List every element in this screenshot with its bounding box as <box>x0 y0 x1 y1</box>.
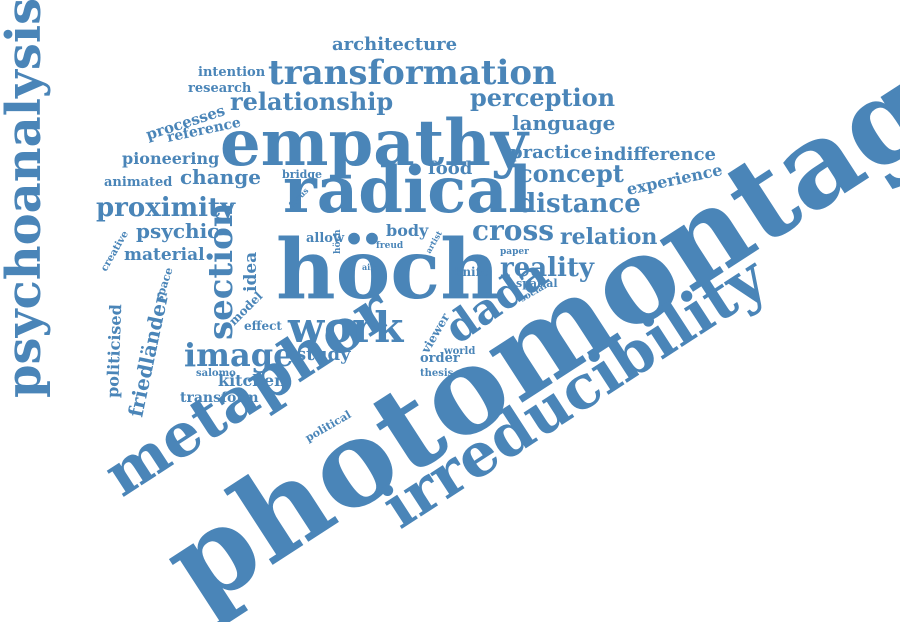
word-transform: transform <box>180 390 259 406</box>
word-concept: concept <box>518 159 624 188</box>
word-transformation: transformation <box>268 53 557 93</box>
word-perception: perception <box>470 83 615 112</box>
word-proximity: proximity <box>96 193 236 223</box>
word-study: study <box>296 344 351 365</box>
word-effect: effect <box>244 319 282 333</box>
word-allow: allow <box>306 231 345 246</box>
word-practice: practice <box>510 142 592 163</box>
word-hoch: höch <box>276 222 500 318</box>
word-relationship: relationship <box>230 87 393 116</box>
word-change: change <box>180 165 261 189</box>
word-salomo: salomo <box>196 368 236 379</box>
word-intention: intention <box>198 65 266 80</box>
word-paper: paper <box>500 247 529 257</box>
word-world: world <box>443 346 475 357</box>
word-thesis: thesis <box>420 368 454 379</box>
word-freud: freud <box>376 241 404 251</box>
word-indifference: indifference <box>594 144 716 165</box>
word-research: research <box>188 81 252 96</box>
word-material: material <box>124 245 205 265</box>
word-spatial: spatial <box>516 277 558 290</box>
word-idea: idea <box>241 252 261 292</box>
word-language: language <box>512 111 615 135</box>
word-knife: knife <box>454 265 489 279</box>
word-section: section <box>201 203 241 341</box>
word-empathy: empathy <box>220 106 530 181</box>
word-friedlander: friedländer <box>123 291 173 419</box>
word-bridge: bridge <box>282 168 322 181</box>
word-body: body <box>386 221 429 240</box>
word-politicised: politicised <box>103 304 125 398</box>
word-kitchen: kitchen <box>218 371 286 390</box>
word-animated: animated <box>104 175 172 190</box>
word-architecture: architecture <box>332 34 457 55</box>
word-psychic: psychic <box>136 219 219 243</box>
word-psychoanalysis: psychoanalysis <box>0 0 52 398</box>
word-pioneering: pioneering <box>122 149 219 168</box>
word-relation: relation <box>560 224 657 250</box>
word-image: image <box>184 336 293 374</box>
word-radical: radical <box>283 153 532 228</box>
word-reality: reality <box>500 253 595 283</box>
word-distance: distance <box>518 189 641 219</box>
word-hoch-small: höch <box>332 229 343 254</box>
word-cross: cross <box>472 214 554 247</box>
word-order: order <box>420 351 460 366</box>
word-food: food <box>428 158 473 179</box>
word-work: work <box>287 303 404 352</box>
word-aim: aim <box>362 262 379 272</box>
